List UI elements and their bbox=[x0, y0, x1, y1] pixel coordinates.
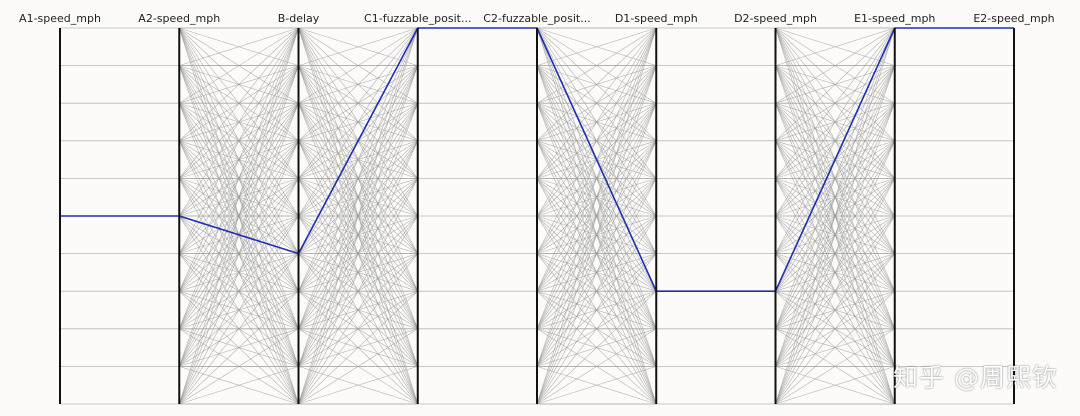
axis-label: E2-speed_mph bbox=[973, 12, 1054, 25]
background-line bbox=[536, 140, 657, 405]
axis-label: B-delay bbox=[278, 12, 320, 25]
background-line bbox=[775, 27, 896, 217]
background-line bbox=[298, 27, 418, 179]
background-line bbox=[298, 366, 418, 405]
background-line bbox=[775, 366, 895, 405]
background-line bbox=[775, 27, 896, 329]
background-line bbox=[775, 253, 895, 405]
background-line bbox=[775, 178, 896, 405]
background-line bbox=[775, 65, 896, 405]
watermark: 知乎 @周熙钦 bbox=[893, 363, 1058, 392]
background-line bbox=[178, 178, 299, 405]
axis-label: A2-speed_mph bbox=[138, 12, 220, 25]
axis-label: C2-fuzzable_posit... bbox=[483, 12, 590, 25]
background-line bbox=[179, 290, 299, 405]
background-line bbox=[775, 328, 895, 405]
background-line bbox=[775, 215, 896, 405]
background-line bbox=[775, 27, 895, 179]
background-line bbox=[178, 27, 299, 405]
background-line bbox=[178, 103, 299, 405]
background-line bbox=[775, 27, 896, 405]
background-line bbox=[178, 27, 299, 367]
background-line bbox=[536, 253, 657, 405]
background-line bbox=[536, 178, 657, 405]
axis-label: A1-speed_mph bbox=[19, 12, 101, 25]
background-line bbox=[178, 27, 299, 292]
axis-label: C1-fuzzable_posit... bbox=[364, 12, 471, 25]
axis-label: D2-speed_mph bbox=[734, 12, 817, 25]
background-line bbox=[775, 27, 896, 254]
background-line bbox=[179, 253, 299, 405]
background-line bbox=[536, 27, 657, 329]
background-line bbox=[536, 27, 657, 179]
background-line bbox=[178, 140, 299, 405]
background-line bbox=[298, 27, 419, 405]
background-line bbox=[179, 366, 299, 405]
background-line bbox=[298, 290, 418, 405]
background-line bbox=[179, 328, 299, 405]
background-line bbox=[298, 27, 419, 292]
background-line bbox=[775, 290, 895, 405]
background-line bbox=[298, 27, 419, 329]
background-line bbox=[536, 27, 657, 217]
background-line bbox=[536, 27, 657, 66]
background-line bbox=[775, 140, 896, 405]
background-line bbox=[536, 27, 657, 142]
background-line bbox=[179, 27, 299, 66]
background-line bbox=[536, 27, 657, 367]
background-line bbox=[178, 27, 299, 254]
background-line bbox=[179, 27, 299, 104]
background-line bbox=[775, 103, 896, 405]
background-line bbox=[536, 328, 657, 405]
background-line bbox=[298, 27, 419, 217]
background-line bbox=[298, 328, 418, 405]
background-line bbox=[536, 103, 657, 405]
background-line bbox=[536, 27, 657, 104]
background-line bbox=[298, 27, 418, 66]
background-line bbox=[298, 215, 419, 405]
axis-label: E1-speed_mph bbox=[854, 12, 935, 25]
background-line bbox=[298, 65, 419, 405]
background-line bbox=[775, 27, 895, 66]
background-line bbox=[536, 27, 657, 254]
background-line bbox=[775, 27, 895, 104]
background-line bbox=[775, 27, 895, 142]
background-line bbox=[298, 178, 419, 405]
background-line bbox=[536, 27, 657, 405]
background-line bbox=[298, 103, 419, 405]
background-line bbox=[298, 27, 418, 104]
background-line bbox=[536, 290, 657, 405]
background-line bbox=[298, 27, 419, 367]
background-line bbox=[536, 366, 657, 405]
background-line bbox=[179, 27, 299, 142]
background-lines bbox=[60, 27, 1014, 405]
background-line bbox=[298, 140, 419, 405]
axis-label: D1-speed_mph bbox=[615, 12, 698, 25]
background-line bbox=[775, 27, 896, 367]
background-line bbox=[178, 27, 299, 217]
background-line bbox=[298, 27, 418, 142]
background-line bbox=[178, 27, 299, 329]
background-line bbox=[179, 27, 299, 179]
background-line bbox=[298, 253, 418, 405]
axes: A1-speed_mph A2-speed_mph B-delay C1-fuzzab… bbox=[19, 12, 1055, 404]
background-line bbox=[536, 65, 657, 405]
